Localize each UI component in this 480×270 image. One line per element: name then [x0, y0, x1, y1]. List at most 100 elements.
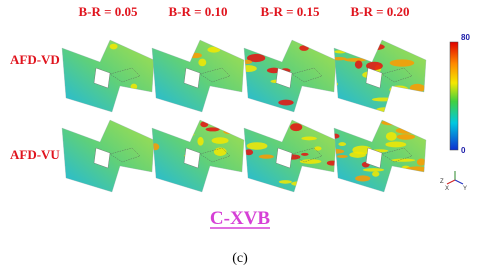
- hotspot: [405, 123, 422, 129]
- opening: [365, 67, 383, 89]
- hotspot: [355, 175, 371, 182]
- wire: [109, 147, 141, 163]
- colorbar-max: 80: [461, 33, 470, 42]
- caption: (c): [232, 251, 248, 266]
- panel-edge: [151, 119, 245, 193]
- hotspot: [390, 158, 416, 162]
- hotspot: [326, 160, 336, 166]
- figure-title: C-XVB: [210, 208, 270, 229]
- hotspot: [290, 123, 303, 132]
- hotspot: [334, 133, 340, 139]
- hotspot: [246, 53, 266, 63]
- opening: [275, 67, 293, 89]
- hotspot: [389, 85, 409, 94]
- hotspot: [402, 184, 413, 190]
- opening: [275, 147, 293, 169]
- wire: [199, 67, 231, 83]
- column-header: B-R = 0.15: [260, 4, 320, 19]
- hotspot: [63, 186, 75, 192]
- panel-edge: [61, 119, 155, 193]
- wire: [381, 147, 413, 163]
- hotspot: [299, 159, 322, 164]
- hotspot: [396, 134, 416, 140]
- hotspot: [215, 177, 223, 185]
- opening: [93, 67, 111, 89]
- hotspot: [63, 100, 75, 106]
- hotspot: [205, 127, 220, 132]
- wire: [291, 67, 323, 83]
- hotspot: [320, 98, 336, 106]
- wire: [109, 67, 141, 83]
- hotspot: [362, 168, 385, 172]
- hotspot: [301, 136, 317, 141]
- hotspot: [357, 124, 371, 129]
- hotspot: [207, 46, 221, 53]
- hotspot: [366, 61, 383, 71]
- axis-label: Z: [440, 179, 444, 185]
- hotspot: [416, 158, 426, 166]
- panel-edge: [243, 39, 337, 113]
- opening: [365, 147, 383, 169]
- hotspot: [395, 127, 418, 134]
- hotspot: [234, 48, 244, 56]
- axis-triad: Z X Y: [440, 171, 467, 192]
- hotspot: [354, 60, 363, 69]
- hotspot: [168, 47, 187, 54]
- hotspot: [266, 186, 286, 192]
- hotspot: [338, 142, 347, 147]
- hotspot: [175, 41, 193, 47]
- hotspot: [389, 59, 415, 67]
- hotspot: [372, 171, 380, 177]
- hotspot: [278, 120, 295, 121]
- panel-edge: [151, 39, 245, 113]
- opening: [93, 147, 111, 169]
- column-header: B-R = 0.20: [350, 4, 409, 19]
- hotspot: [263, 126, 284, 134]
- hotspot: [314, 146, 322, 151]
- hotspot: [244, 149, 254, 156]
- hotspot: [123, 120, 133, 125]
- opening: [183, 67, 201, 89]
- hotspot: [349, 151, 366, 158]
- opening: [183, 147, 201, 169]
- axis-label: Y: [463, 186, 467, 192]
- hotspot: [198, 58, 207, 67]
- hotspot: [385, 141, 407, 148]
- hotspot: [360, 43, 385, 51]
- hotspot: [409, 83, 425, 93]
- column-header: B-R = 0.10: [168, 4, 227, 19]
- hotspot: [258, 154, 274, 159]
- axis-label: X: [445, 186, 449, 192]
- hotspot: [126, 173, 137, 179]
- hotspot: [246, 142, 268, 150]
- hotspot: [371, 97, 395, 102]
- hotspot: [344, 57, 367, 62]
- colorbar: [449, 41, 459, 151]
- panel-edge: [243, 119, 337, 193]
- hotspot: [291, 180, 313, 187]
- panel-edge: [333, 39, 427, 113]
- hotspot: [188, 52, 202, 59]
- column-header: B-R = 0.05: [78, 4, 138, 19]
- hotspot: [266, 132, 285, 139]
- hotspot: [244, 59, 253, 65]
- wire: [381, 67, 413, 83]
- hotspot: [336, 154, 348, 158]
- hotspot: [213, 147, 227, 156]
- hotspot: [270, 134, 281, 139]
- row-label: AFD-VD: [10, 52, 60, 67]
- wire: [291, 147, 323, 163]
- hotspot: [197, 136, 204, 146]
- row-label: AFD-VU: [10, 147, 60, 162]
- panel-edge: [333, 119, 427, 193]
- hotspot: [311, 102, 323, 106]
- wire: [199, 147, 231, 163]
- hotspot: [385, 132, 397, 141]
- colorbar-min: 0: [461, 146, 466, 155]
- hotspot: [337, 120, 361, 123]
- hotspot: [301, 152, 309, 156]
- hotspot: [278, 180, 292, 184]
- hotspot: [211, 137, 229, 144]
- hotspot: [278, 99, 294, 106]
